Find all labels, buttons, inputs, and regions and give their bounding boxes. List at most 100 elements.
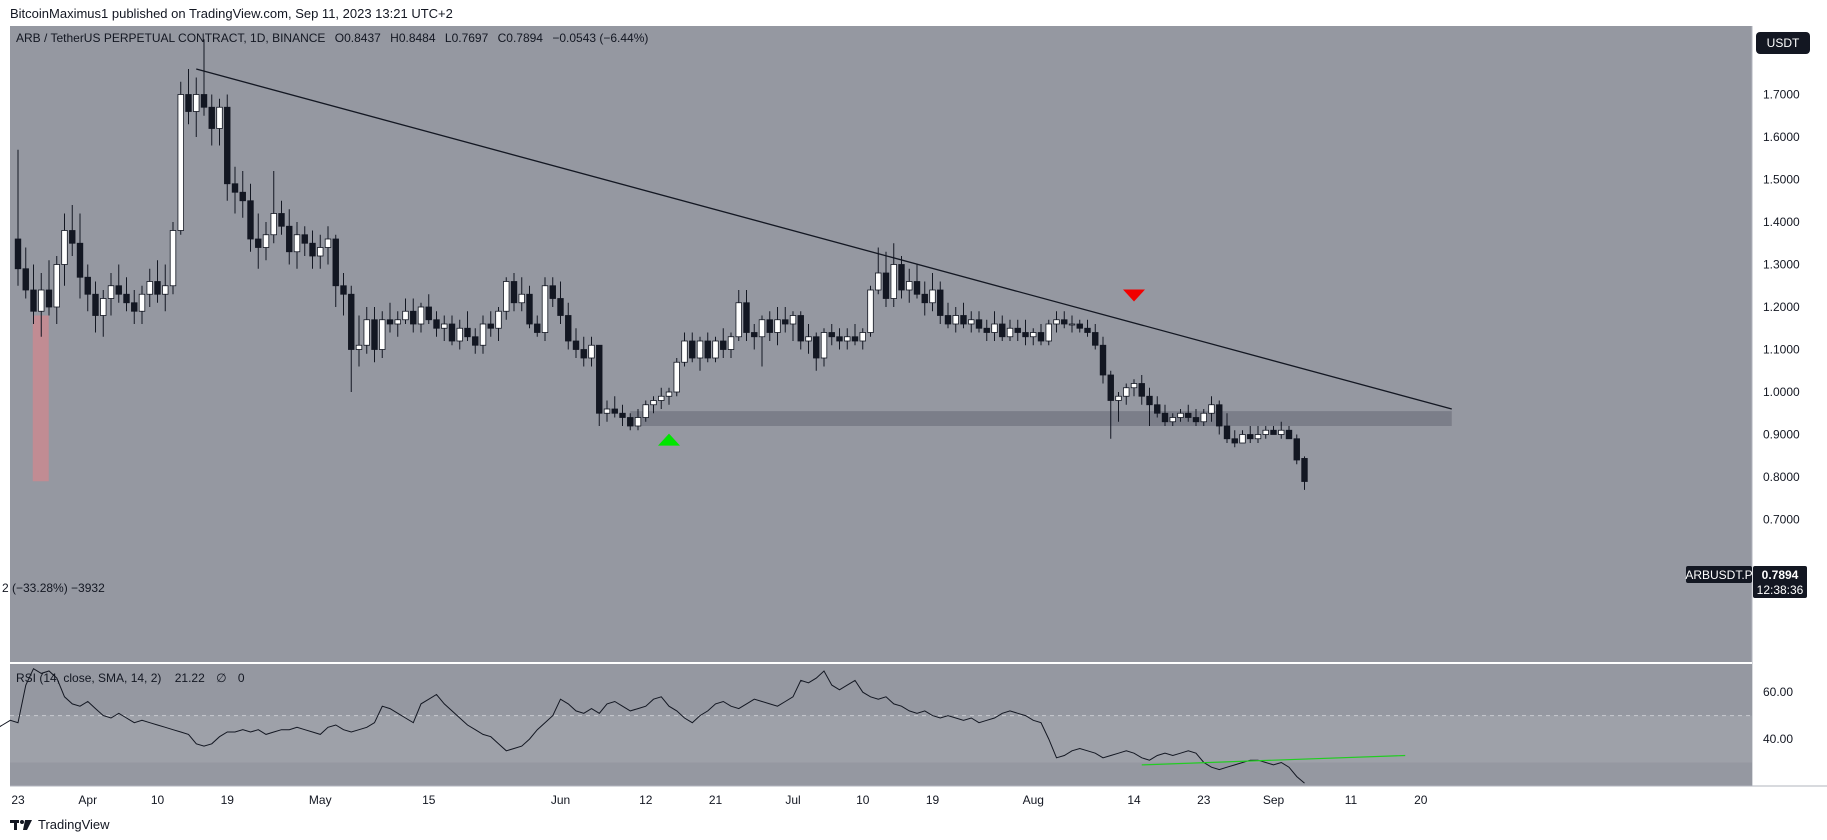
candle xyxy=(332,234,339,307)
candle xyxy=(898,256,905,299)
candle xyxy=(1045,319,1052,346)
price-tag-countdown: 12:38:36 xyxy=(1757,583,1804,597)
candle-body xyxy=(1247,434,1254,440)
candle xyxy=(1301,456,1308,490)
candle xyxy=(689,332,696,363)
candle-body xyxy=(510,281,518,304)
candle xyxy=(1123,383,1130,405)
candle xyxy=(177,81,184,235)
candle-body xyxy=(200,94,208,108)
candle xyxy=(588,336,595,367)
candle xyxy=(355,315,363,367)
candle-body xyxy=(968,319,975,325)
candle xyxy=(293,222,301,269)
candle xyxy=(340,273,347,316)
candle xyxy=(1092,324,1099,350)
candle-body xyxy=(952,315,959,325)
candle xyxy=(875,247,882,295)
candle-body xyxy=(348,293,355,350)
candle xyxy=(735,290,742,341)
candle-body xyxy=(107,285,115,299)
candle xyxy=(828,324,835,346)
candle-body xyxy=(580,349,587,359)
time-tick-label: 10 xyxy=(856,793,870,807)
candle xyxy=(1022,319,1029,346)
candle xyxy=(402,298,409,324)
candle xyxy=(975,311,983,333)
bearish-arrow-marker xyxy=(1123,289,1145,302)
price-tick-label: 1.6000 xyxy=(1763,130,1800,144)
candle-body xyxy=(278,213,285,227)
legend-high-value: 0.8484 xyxy=(399,31,436,45)
candle xyxy=(1254,426,1262,443)
candle xyxy=(231,166,239,214)
candle xyxy=(138,285,146,324)
price-tag: ARBUSDT.P 0.7894 12:38:36 xyxy=(1685,566,1807,598)
svg-text:RSI (14, close, SMA, 14, 2): RSI (14, close, SMA, 14, 2) 21.22 ∅ 0 xyxy=(16,671,245,685)
candle-body xyxy=(1254,434,1262,440)
time-tick-label: Apr xyxy=(78,793,97,807)
candle-body xyxy=(1068,323,1076,326)
candle xyxy=(805,324,812,354)
candle xyxy=(611,396,618,418)
candle-body xyxy=(696,340,704,359)
candle-body xyxy=(146,281,153,295)
candle-body xyxy=(138,293,146,312)
candle-body xyxy=(1022,332,1029,338)
candle-body xyxy=(293,234,301,253)
candle xyxy=(472,328,479,354)
chart-canvas[interactable]: 1.7000 1.6000 1.5000 1.4000 1.3000 1.2000 1.10… xyxy=(0,26,1827,812)
trendline-group[interactable] xyxy=(196,68,1452,410)
candle-body xyxy=(1014,327,1021,333)
candle-body xyxy=(479,323,487,346)
symbol-legend[interactable]: ARB / TetherUS PERPETUAL CONTRACT, 1D, B… xyxy=(16,31,648,45)
measure-label: 2 (−33.28%) −3932 xyxy=(2,581,105,595)
rsi-band xyxy=(10,715,1752,763)
publisher-info: BitcoinMaximus1 published on TradingView… xyxy=(10,6,453,21)
candle xyxy=(169,222,177,295)
candle-body xyxy=(534,323,541,333)
candle-body xyxy=(425,306,432,321)
candle-body xyxy=(596,344,603,414)
candle-body xyxy=(1099,344,1107,376)
candle-body xyxy=(92,293,99,316)
candle xyxy=(123,277,130,312)
candle xyxy=(813,332,820,371)
candle xyxy=(882,251,890,307)
candle xyxy=(1076,319,1083,333)
brand-name: TradingView xyxy=(38,817,110,832)
candle xyxy=(797,311,804,350)
candle-body xyxy=(185,94,192,112)
time-tick-label: May xyxy=(309,793,332,807)
candle-body xyxy=(309,242,316,257)
candle-body xyxy=(394,319,401,325)
currency-button[interactable]: USDT xyxy=(1756,32,1810,54)
tradingview-brand[interactable]: TradingView xyxy=(10,817,110,832)
candle xyxy=(1231,430,1238,448)
candle-body xyxy=(1185,412,1192,418)
candle xyxy=(952,307,959,333)
candle xyxy=(69,205,76,256)
time-tick-label: 15 xyxy=(422,793,436,807)
support-zone-group xyxy=(630,411,1452,426)
candle-body xyxy=(1200,412,1207,423)
candle-body xyxy=(1084,327,1091,333)
legend-change: −0.0543 (−6.44%) xyxy=(552,31,648,45)
candle-body xyxy=(255,238,262,248)
candle xyxy=(991,311,998,341)
candle xyxy=(1169,413,1176,426)
candle xyxy=(1270,426,1277,435)
candle xyxy=(1006,319,1014,341)
candle xyxy=(1262,426,1269,439)
candle-body xyxy=(549,285,556,299)
bullish-arrow-marker xyxy=(658,433,680,446)
rsi-legend[interactable]: RSI (14, close, SMA, 14, 2) 21.22 ∅ 0 xyxy=(16,671,245,685)
candle-body xyxy=(766,319,773,333)
candle xyxy=(696,336,704,371)
price-tick-label: 1.2000 xyxy=(1763,300,1800,314)
candle xyxy=(309,230,316,269)
candle-body xyxy=(1045,323,1052,342)
candle xyxy=(239,171,246,218)
rsi-pane-background xyxy=(10,664,1752,786)
candle xyxy=(487,311,494,337)
